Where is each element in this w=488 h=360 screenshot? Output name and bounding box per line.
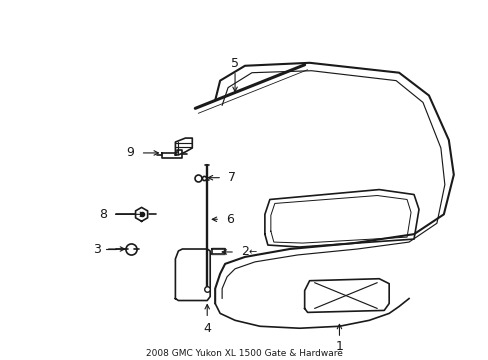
Text: 1: 1 <box>335 339 343 352</box>
Text: 9: 9 <box>126 147 134 159</box>
Text: 6: 6 <box>225 213 234 226</box>
Text: 7: 7 <box>227 171 236 184</box>
Text: 8: 8 <box>99 208 106 221</box>
Polygon shape <box>212 249 224 254</box>
Text: 3: 3 <box>93 243 101 256</box>
Text: 2: 2 <box>241 246 248 258</box>
Text: 2008 GMC Yukon XL 1500 Gate & Hardware: 2008 GMC Yukon XL 1500 Gate & Hardware <box>145 348 342 357</box>
Text: 5: 5 <box>231 57 239 70</box>
Text: ←: ← <box>248 247 257 257</box>
Text: 4: 4 <box>203 322 211 335</box>
